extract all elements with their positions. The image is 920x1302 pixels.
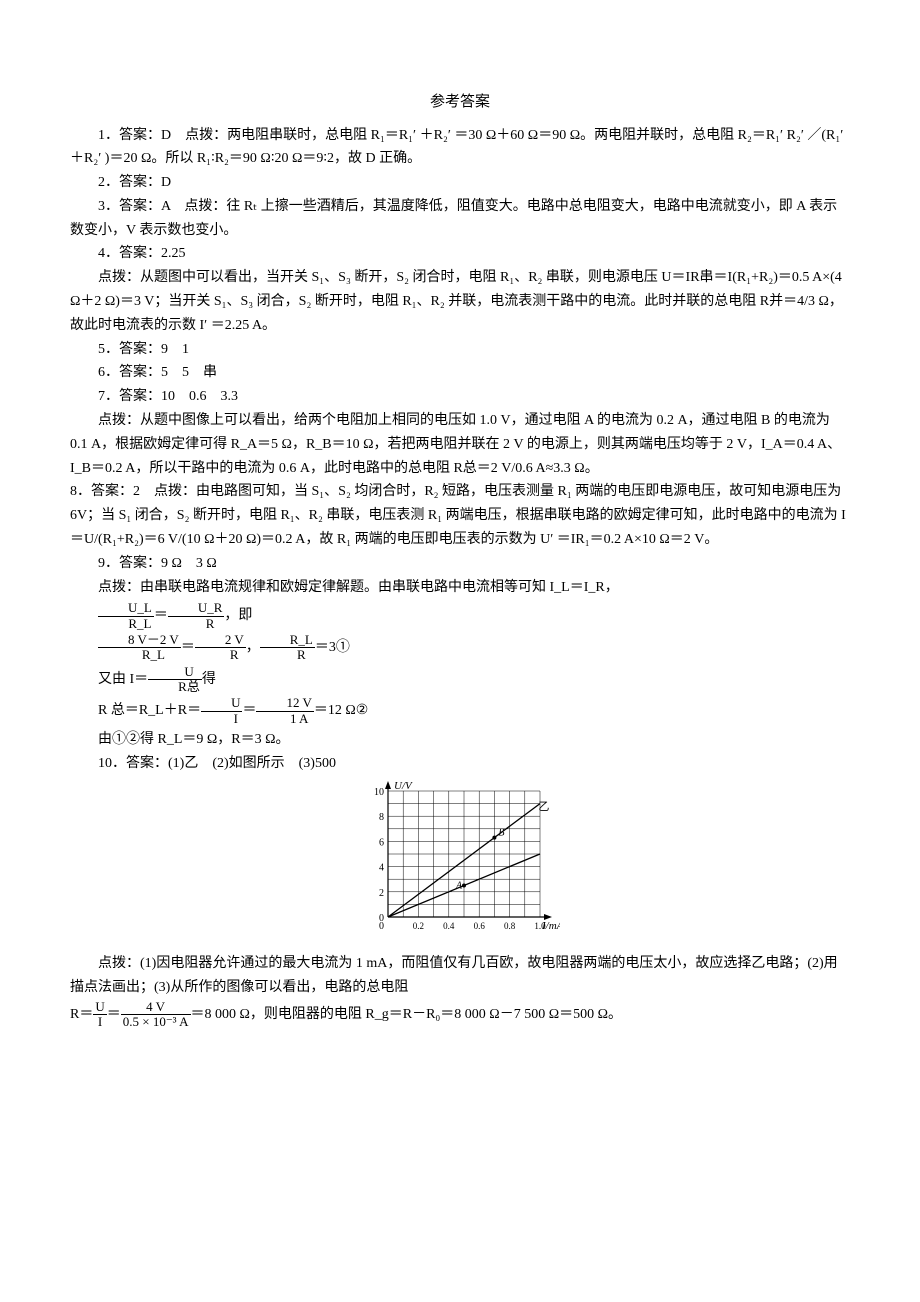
frac-ui: UI [201,696,242,726]
chart-svg: 02468100.20.40.60.81.00U/VI/mAAB乙 [360,779,560,939]
answer-4a: 4．答案：2.25 [70,242,850,266]
frac-2: 2 VR [195,633,246,663]
frac-den: I [201,712,242,726]
q9d-end: ＝3① [315,640,350,655]
frac-num: U [201,696,242,711]
answer-9d: 8 V－2 VR_L＝2 VR，R_LR＝3① [70,633,850,663]
frac-num: R_L [260,633,315,648]
frac-num: U [148,665,202,680]
svg-text:0.4: 0.4 [443,921,455,931]
answer-2: 2．答案：D [70,171,850,195]
answer-9e: 又由 I＝UR总得 [70,665,850,695]
frac-num: 8 V－2 V [98,633,181,648]
svg-text:U/V: U/V [394,780,413,792]
frac-num: U_L [98,601,154,616]
q9f-pre: R 总＝R_L＋R＝ [98,703,201,718]
svg-text:0.2: 0.2 [413,921,424,931]
answer-5: 5．答案：9 1 [70,338,850,362]
q10c-end: ＝8 000 Ω，则电阻器的电阻 R_g＝R－R₀＝8 000 Ω－7 500 … [191,1007,623,1022]
svg-text:2: 2 [379,888,384,899]
frac-den: R_L [98,617,154,631]
svg-text:6: 6 [379,838,384,849]
frac-den: R_L [98,648,181,662]
svg-text:B: B [498,828,504,839]
answer-10b: 点拨：(1)因电阻器允许通过的最大电流为 1 mA，而阻值仅有几百欧，故电阻器两… [70,952,850,1000]
q10c-pre: R＝ [70,1007,93,1022]
answer-3: 3．答案：A 点拨：往 Rₜ 上擦一些酒精后，其温度降低，阻值变大。电路中总电阻… [70,195,850,243]
svg-text:0: 0 [379,921,384,932]
answer-10a: 10．答案：(1)乙 (2)如图所示 (3)500 [70,752,850,776]
q9f-mid: ＝ [242,703,256,718]
page-title: 参考答案 [70,90,850,116]
svg-text:0.8: 0.8 [504,921,516,931]
frac-ur-r: U_RR [168,601,225,631]
answer-8: 8．答案：2 点拨：由电路图可知，当 S₁、S₂ 均闭合时，R₂ 短路，电压表测… [70,480,850,551]
answer-7a: 7．答案：10 0.6 3.3 [70,385,850,409]
frac-num: 4 V [121,1000,191,1015]
frac-12-1: 12 V1 A [256,696,313,726]
answer-4b: 点拨：从题图中可以看出，当开关 S₁、S₃ 断开，S₂ 闭合时，电阻 R₁、R₂… [70,266,850,337]
answer-9f: R 总＝R_L＋R＝UI＝12 V1 A＝12 Ω② [70,696,850,726]
frac-1: 8 V－2 VR_L [98,633,181,663]
answer-9a: 9．答案：9 Ω 3 Ω [70,552,850,576]
q10c-mid: ＝ [107,1007,121,1022]
q9c-text: ，即 [224,608,252,623]
q9e-pre: 又由 I＝ [98,672,148,687]
frac-num: U_R [168,601,225,616]
answer-9c: U_LR_L＝U_RR，即 [70,601,850,631]
svg-text:10: 10 [374,787,384,798]
frac-4-05: 4 V0.5 × 10⁻³ A [121,1000,191,1030]
frac-den: R [260,648,315,662]
frac-u-rtot: UR总 [148,665,202,695]
svg-text:0.6: 0.6 [474,921,486,931]
frac-den: I [93,1015,106,1029]
answer-9g: 由①②得 R_L＝9 Ω，R＝3 Ω。 [70,728,850,752]
svg-text:8: 8 [379,813,384,824]
frac-den: R [195,648,246,662]
answer-6: 6．答案：5 5 串 [70,361,850,385]
svg-text:I/mA: I/mA [541,920,560,932]
svg-text:A: A [455,881,463,892]
frac-den: 1 A [256,712,313,726]
q10b-text: 点拨：(1)因电阻器允许通过的最大电流为 1 mA，而阻值仅有几百欧，故电阻器两… [70,956,838,995]
answer-9b: 点拨：由串联电路电流规律和欧姆定律解题。由串联电路中电流相等可知 I_L＝I_R… [70,576,850,600]
frac-num: U [93,1000,106,1015]
q1-label: 1．答案：D 点拨：两电阻串联时，总电阻 [98,128,371,143]
frac-num: 2 V [195,633,246,648]
answer-7b: 点拨：从题中图像上可以看出，给两个电阻加上相同的电压如 1.0 V，通过电阻 A… [70,409,850,480]
frac-num: 12 V [256,696,313,711]
frac-den: R [168,617,225,631]
q9e-post: 得 [202,672,216,687]
q9f-end: ＝12 Ω② [314,703,368,718]
frac-den: 0.5 × 10⁻³ A [121,1015,191,1029]
answer-10-chart: 02468100.20.40.60.81.00U/VI/mAAB乙 [70,779,850,948]
answer-10c: R＝UI＝4 V0.5 × 10⁻³ A＝8 000 Ω，则电阻器的电阻 R_g… [70,1000,850,1030]
frac-ul-rl: U_LR_L [98,601,154,631]
svg-text:乙: 乙 [538,800,549,813]
svg-text:4: 4 [379,863,384,874]
frac-rlr: R_LR [260,633,315,663]
frac-den: R总 [148,680,202,694]
answer-1: 1．答案：D 点拨：两电阻串联时，总电阻 R₁＝R₁′ ＋R₂′ ＝30 Ω＋6… [70,124,850,172]
q9d-sep: ， [246,640,260,655]
frac-ui2: UI [93,1000,106,1030]
